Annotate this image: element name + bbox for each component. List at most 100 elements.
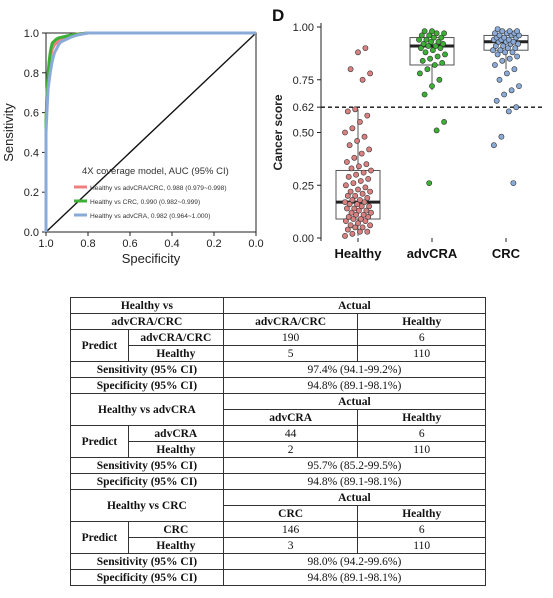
data-point bbox=[349, 230, 356, 237]
data-point bbox=[442, 51, 448, 58]
data-point bbox=[343, 218, 349, 224]
data-point bbox=[358, 150, 365, 157]
x-tick-label: 0.8 bbox=[80, 238, 95, 250]
data-point bbox=[357, 197, 363, 203]
row-header-negative: Healthy bbox=[127, 345, 224, 362]
data-point bbox=[359, 190, 366, 197]
x-tick-label: advCRA bbox=[407, 246, 458, 261]
comparison-label: Healthy vs advCRA bbox=[70, 393, 224, 426]
row-header-negative: Healthy bbox=[127, 441, 224, 458]
data-point bbox=[491, 30, 498, 37]
data-point bbox=[363, 161, 370, 168]
data-point bbox=[367, 188, 373, 195]
data-point bbox=[357, 228, 363, 235]
data-point bbox=[352, 192, 359, 199]
data-point bbox=[342, 199, 348, 205]
predict-label: Predict bbox=[70, 425, 129, 458]
data-point bbox=[368, 167, 374, 174]
comparison-label: Healthy vs bbox=[70, 297, 224, 314]
col-header-negative: Healthy bbox=[357, 505, 486, 522]
data-point bbox=[492, 43, 499, 49]
data-point bbox=[367, 222, 373, 229]
data-point bbox=[430, 34, 437, 41]
data-point bbox=[439, 60, 446, 66]
data-point bbox=[342, 232, 348, 239]
data-point bbox=[419, 57, 426, 64]
data-point bbox=[358, 203, 365, 210]
col-header-negative: Healthy bbox=[357, 409, 486, 426]
actual-header: Actual bbox=[222, 489, 487, 506]
data-point bbox=[504, 45, 511, 51]
data-point bbox=[344, 192, 351, 199]
data-point bbox=[364, 228, 371, 235]
data-point bbox=[505, 36, 512, 43]
data-point bbox=[347, 222, 354, 229]
predict-label: Predict bbox=[70, 329, 129, 362]
data-point bbox=[500, 43, 507, 49]
data-point bbox=[435, 38, 442, 45]
data-point bbox=[357, 178, 364, 184]
legend-title: 4X coverage model, AUC (95% CI) bbox=[82, 166, 229, 177]
data-point bbox=[434, 53, 441, 60]
y-axis-label: Cancer score bbox=[271, 94, 285, 170]
col-header-positive: CRC bbox=[222, 505, 359, 522]
data-point bbox=[441, 30, 447, 37]
x-axis-label: Specificity bbox=[122, 251, 181, 266]
x-tick-label: Healthy bbox=[335, 246, 383, 261]
data-point bbox=[496, 32, 503, 39]
x-tick-label: 1.0 bbox=[38, 238, 53, 250]
data-point bbox=[354, 137, 360, 144]
cell-true-negative: 110 bbox=[357, 345, 486, 362]
data-point bbox=[510, 180, 517, 186]
specificity-value: 94.8% (89.1-98.1%) bbox=[222, 377, 487, 394]
data-point bbox=[347, 188, 354, 195]
sensitivity-value: 97.4% (94.1-99.2%) bbox=[222, 361, 487, 378]
data-point bbox=[355, 49, 361, 56]
sensitivity-label: Sensitivity (95% CI) bbox=[70, 457, 224, 474]
data-point bbox=[342, 129, 348, 136]
data-point bbox=[343, 182, 349, 189]
data-point bbox=[431, 62, 438, 68]
data-point bbox=[427, 55, 433, 62]
cell-true-positive: 44 bbox=[222, 425, 359, 442]
data-point bbox=[428, 38, 434, 45]
roc-curve bbox=[44, 31, 256, 232]
specificity-label: Specificity (95% CI) bbox=[70, 473, 224, 490]
data-point bbox=[418, 32, 425, 39]
data-point bbox=[440, 41, 446, 47]
data-point bbox=[362, 184, 369, 191]
cell-false-positive: 6 bbox=[357, 329, 486, 346]
col-header-positive: advCRA bbox=[222, 409, 359, 426]
data-point bbox=[366, 146, 372, 153]
data-point bbox=[348, 165, 355, 172]
data-point bbox=[359, 76, 366, 83]
data-point bbox=[432, 43, 439, 49]
data-point bbox=[367, 70, 373, 77]
data-point bbox=[348, 209, 355, 216]
data-point bbox=[353, 211, 359, 218]
data-point bbox=[422, 49, 429, 56]
y-tick-label: 0.00 bbox=[293, 233, 314, 245]
y-tick-label: 0.25 bbox=[293, 180, 314, 192]
actual-header: Actual bbox=[222, 297, 487, 314]
data-point bbox=[344, 226, 351, 233]
sensitivity-value: 98.0% (94.2-99.6%) bbox=[222, 553, 487, 570]
data-point bbox=[441, 119, 447, 125]
data-point bbox=[425, 43, 432, 49]
data-point bbox=[503, 70, 510, 77]
y-tick-label: 0.8 bbox=[24, 68, 39, 80]
y-tick-label: 0.4 bbox=[24, 147, 39, 159]
data-point bbox=[502, 49, 508, 56]
data-point bbox=[438, 34, 445, 41]
cell-true-positive: 190 bbox=[222, 329, 359, 346]
comparison-label-line2: advCRA/CRC bbox=[70, 313, 224, 330]
y-tick-label: 0.62 bbox=[293, 102, 314, 114]
data-point bbox=[506, 28, 513, 35]
y-tick-label: 1.00 bbox=[293, 22, 314, 34]
data-point bbox=[513, 104, 520, 111]
legend-entry: Healthy vs CRC, 0.990 (0.982~0.999) bbox=[90, 199, 200, 206]
data-point bbox=[516, 83, 522, 89]
data-point bbox=[357, 216, 364, 222]
data-point bbox=[349, 125, 356, 132]
data-point bbox=[490, 142, 497, 149]
